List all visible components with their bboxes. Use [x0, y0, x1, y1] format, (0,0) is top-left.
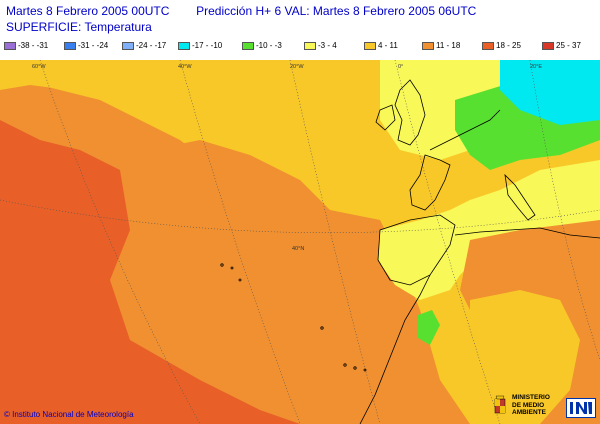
island-azores-2 — [230, 266, 234, 270]
legend-label: -31 - -24 — [78, 41, 109, 50]
meridian-20e — [529, 60, 600, 361]
legend-label: 18 - 25 — [496, 41, 521, 50]
coast-iberia — [377, 214, 456, 286]
label-20w: 20°W — [290, 64, 304, 70]
run-date: Martes 8 Febrero 2005 00UTC — [6, 4, 170, 18]
field-band-3-4-land — [378, 160, 600, 300]
color-legend: -38 - -31 -31 - -24 -24 - -17 -17 - -10 -10 … — [2, 40, 600, 52]
label-60w: 60°W — [32, 64, 46, 70]
meridian-0 — [394, 60, 501, 424]
field-band-18-25-sw — [0, 120, 300, 424]
legend-swatch — [364, 41, 376, 50]
header-line-1: Martes 8 Febrero 2005 00UTC Predicción H… — [6, 4, 476, 18]
label-40w: 40°W — [178, 64, 192, 70]
legend-swatch — [64, 41, 76, 50]
label-40n: 40°N — [292, 246, 304, 252]
coast-ireland — [375, 104, 396, 131]
field-band-10-3-morocco — [418, 310, 440, 345]
map-header: Martes 8 Febrero 2005 00UTC Predicción H… — [0, 0, 600, 60]
island-azores-1 — [220, 263, 224, 267]
ministry-line-2: DE MEDIO — [512, 401, 545, 409]
legend-item: 11 - 18 — [422, 40, 460, 52]
coast-north-africa — [454, 227, 600, 239]
temperature-map: 60°W 40°W 20°W 0° 20°E 40°N — [0, 60, 600, 424]
island-canary-1 — [343, 363, 347, 367]
legend-swatch — [122, 41, 134, 50]
legend-label: -3 - 4 — [318, 41, 337, 50]
field-band-4-11-nw — [0, 60, 140, 90]
legend-item: -3 - 4 — [304, 40, 337, 52]
coat-of-arms-icon — [494, 395, 506, 414]
legend-swatch — [422, 41, 434, 50]
island-madeira — [320, 326, 324, 330]
legend-swatch — [242, 41, 254, 50]
island-azores-3 — [238, 278, 242, 282]
coast-france — [409, 154, 451, 211]
legend-swatch — [482, 41, 494, 50]
coastlines — [220, 79, 600, 424]
legend-label: -24 - -17 — [136, 41, 167, 50]
legend-item: -17 - -10 — [178, 40, 222, 52]
legend-item: -10 - -3 — [242, 40, 282, 52]
legend-label: 4 - 11 — [378, 41, 398, 50]
legend-item: 25 - 37 — [542, 40, 581, 52]
field-band-11-18-lower — [120, 240, 410, 400]
island-canary-3 — [363, 368, 367, 372]
ministry-name: MINISTERIO DE MEDIO AMBIENTE — [512, 394, 550, 417]
coast-italy — [504, 173, 536, 221]
legend-item: 4 - 11 — [364, 40, 398, 52]
ministry-line-1: MINISTERIO — [512, 394, 550, 401]
field-band-11-18-mid — [130, 140, 330, 260]
meridian-20w — [289, 60, 381, 424]
coast-north-europe — [429, 109, 501, 151]
coast-britain — [394, 79, 426, 146]
forecast-validity: Predicción H+ 6 VAL: Martes 8 Febrero 20… — [196, 4, 477, 18]
legend-swatch — [542, 41, 554, 50]
island-canary-2 — [353, 366, 357, 370]
legend-swatch — [178, 41, 190, 50]
legend-label: 11 - 18 — [436, 41, 461, 50]
legend-item: -31 - -24 — [64, 40, 108, 52]
legend-swatch — [304, 41, 316, 50]
label-20e: 20°E — [530, 64, 542, 70]
legend-item: 18 - 25 — [482, 40, 521, 52]
field-title: SUPERFICIE: Temperatura — [6, 20, 152, 34]
meridian-60w — [39, 60, 201, 424]
legend-label: 25 - 37 — [556, 41, 581, 50]
ministry-line-3: AMBIENTE — [512, 409, 546, 416]
legend-label: -10 - -3 — [256, 41, 282, 50]
copyright-text: © Instituto Nacional de Meteorología — [4, 410, 134, 419]
legend-item: -24 - -17 — [122, 40, 166, 52]
inm-logo-icon — [566, 398, 596, 418]
legend-item: -38 - -31 — [4, 40, 48, 52]
label-0: 0° — [398, 64, 403, 70]
legend-swatch — [4, 41, 16, 50]
legend-label: -38 - -31 — [18, 41, 49, 50]
field-band-4-11-sahara — [470, 290, 580, 424]
meridian-40w — [179, 60, 301, 424]
field-band-17-10-ne — [500, 60, 600, 125]
coast-west-africa — [359, 274, 431, 424]
ministry-logo: MINISTERIO DE MEDIO AMBIENTE — [492, 392, 558, 420]
graticule — [0, 60, 600, 424]
legend-label: -17 - -10 — [192, 41, 223, 50]
